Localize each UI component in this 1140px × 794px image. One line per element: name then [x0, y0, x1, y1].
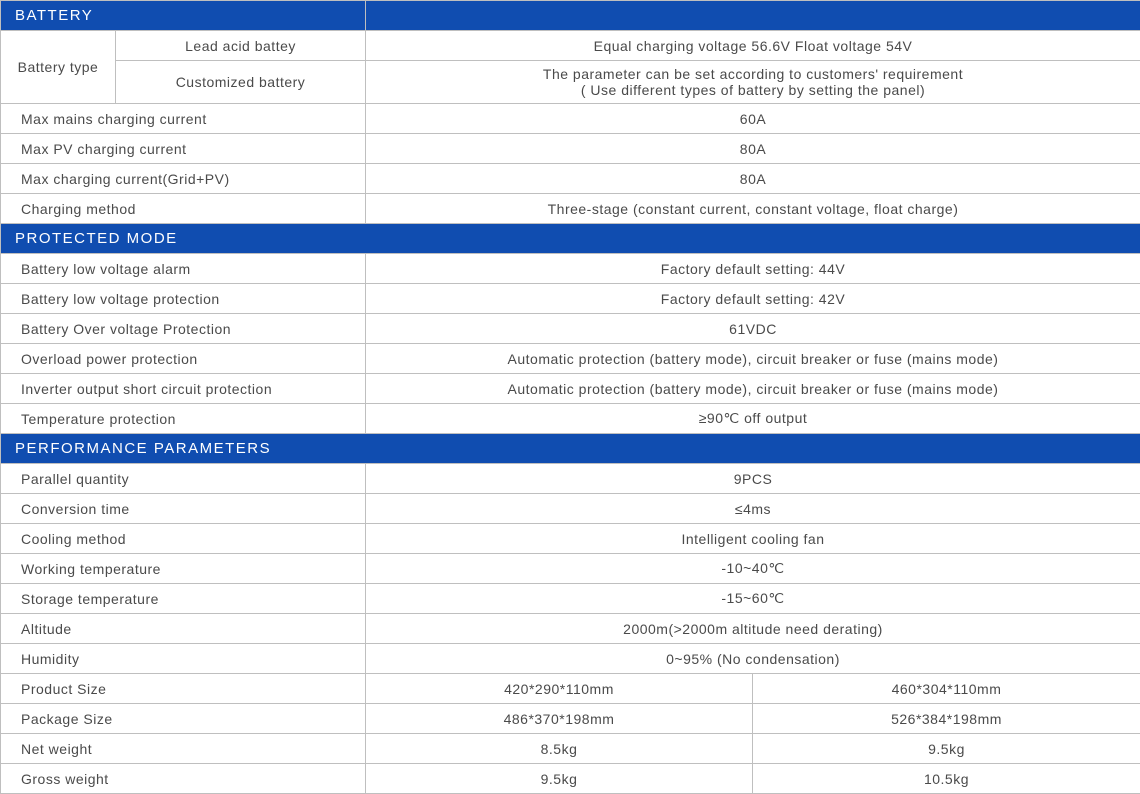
section-title: PROTECTED MODE [1, 224, 1140, 254]
table-row: Battery low voltage protection Factory d… [1, 284, 1140, 314]
table-row: Battery low voltage alarm Factory defaul… [1, 254, 1140, 284]
table-row: Package Size 486*370*198mm 526*384*198mm [1, 704, 1140, 734]
row-label: Max PV charging current [1, 134, 366, 164]
row-value-1: 8.5kg [366, 734, 753, 764]
table-row: Storage temperature -15~60℃ [1, 584, 1140, 614]
battery-type-label: Battery type [1, 31, 116, 104]
row-value: -10~40℃ [366, 554, 1140, 584]
table-row: Product Size 420*290*110mm 460*304*110mm [1, 674, 1140, 704]
row-value: Factory default setting: 44V [366, 254, 1140, 284]
row-value: 61VDC [366, 314, 1140, 344]
row-value-1: 486*370*198mm [366, 704, 753, 734]
row-label: Humidity [1, 644, 366, 674]
table-row: Altitude 2000m(>2000m altitude need dera… [1, 614, 1140, 644]
row-label: Parallel quantity [1, 464, 366, 494]
table-row: Cooling method Intelligent cooling fan [1, 524, 1140, 554]
row-value: ≥90℃ off output [366, 404, 1140, 434]
row-label: Storage temperature [1, 584, 366, 614]
section-header-battery: BATTERY [1, 1, 1140, 31]
table-row: Parallel quantity 9PCS [1, 464, 1140, 494]
table-row: Inverter output short circuit protection… [1, 374, 1140, 404]
table-row: Net weight 8.5kg 9.5kg [1, 734, 1140, 764]
section-title: BATTERY [1, 1, 366, 31]
section-title: PERFORMANCE PARAMETERS [1, 434, 1140, 464]
row-value: 2000m(>2000m altitude need derating) [366, 614, 1140, 644]
row-label: Working temperature [1, 554, 366, 584]
section-header-performance: PERFORMANCE PARAMETERS [1, 434, 1140, 464]
row-value-2: 10.5kg [753, 764, 1140, 794]
row-value: Automatic protection (battery mode), cir… [366, 344, 1140, 374]
row-value: 60A [366, 104, 1140, 134]
value-line: The parameter can be set according to cu… [378, 66, 1128, 82]
table-row: Working temperature -10~40℃ [1, 554, 1140, 584]
row-value: Intelligent cooling fan [366, 524, 1140, 554]
row-value-1: 9.5kg [366, 764, 753, 794]
battery-type-option: Customized battery [116, 61, 366, 104]
row-label: Battery low voltage alarm [1, 254, 366, 284]
specification-table: BATTERY Battery type Lead acid battey Eq… [0, 0, 1140, 794]
row-value: 0~95% (No condensation) [366, 644, 1140, 674]
battery-type-value: The parameter can be set according to cu… [366, 61, 1140, 104]
row-value: Automatic protection (battery mode), cir… [366, 374, 1140, 404]
row-label: Battery Over voltage Protection [1, 314, 366, 344]
row-label: Charging method [1, 194, 366, 224]
table-row: Charging method Three-stage (constant cu… [1, 194, 1140, 224]
row-value-2: 460*304*110mm [753, 674, 1140, 704]
row-label: Max charging current(Grid+PV) [1, 164, 366, 194]
section-header-protected: PROTECTED MODE [1, 224, 1140, 254]
row-value-2: 9.5kg [753, 734, 1140, 764]
row-label: Package Size [1, 704, 366, 734]
row-value: Factory default setting: 42V [366, 284, 1140, 314]
row-value: ≤4ms [366, 494, 1140, 524]
row-label: Cooling method [1, 524, 366, 554]
row-label: Temperature protection [1, 404, 366, 434]
row-label: Altitude [1, 614, 366, 644]
table-row: Max charging current(Grid+PV) 80A [1, 164, 1140, 194]
table-row: Overload power protection Automatic prot… [1, 344, 1140, 374]
row-label: Battery low voltage protection [1, 284, 366, 314]
row-value-2: 526*384*198mm [753, 704, 1140, 734]
row-value: -15~60℃ [366, 584, 1140, 614]
table-row: Gross weight 9.5kg 10.5kg [1, 764, 1140, 794]
row-value: Three-stage (constant current, constant … [366, 194, 1140, 224]
row-value: 80A [366, 134, 1140, 164]
row-value-1: 420*290*110mm [366, 674, 753, 704]
table-row: Max mains charging current 60A [1, 104, 1140, 134]
row-value: 80A [366, 164, 1140, 194]
row-label: Max mains charging current [1, 104, 366, 134]
battery-type-value: Equal charging voltage 56.6V Float volta… [366, 31, 1140, 61]
table-row: Battery type Lead acid battey Equal char… [1, 31, 1140, 61]
table-row: Humidity 0~95% (No condensation) [1, 644, 1140, 674]
table-row: Customized battery The parameter can be … [1, 61, 1140, 104]
table-row: Temperature protection ≥90℃ off output [1, 404, 1140, 434]
battery-type-option: Lead acid battey [116, 31, 366, 61]
table-row: Max PV charging current 80A [1, 134, 1140, 164]
section-header-blank [366, 1, 1140, 31]
row-label: Overload power protection [1, 344, 366, 374]
table-row: Conversion time ≤4ms [1, 494, 1140, 524]
row-label: Conversion time [1, 494, 366, 524]
row-label: Inverter output short circuit protection [1, 374, 366, 404]
table-row: Battery Over voltage Protection 61VDC [1, 314, 1140, 344]
row-label: Product Size [1, 674, 366, 704]
row-value: 9PCS [366, 464, 1140, 494]
value-line: ( Use different types of battery by sett… [378, 82, 1128, 98]
row-label: Gross weight [1, 764, 366, 794]
row-label: Net weight [1, 734, 366, 764]
